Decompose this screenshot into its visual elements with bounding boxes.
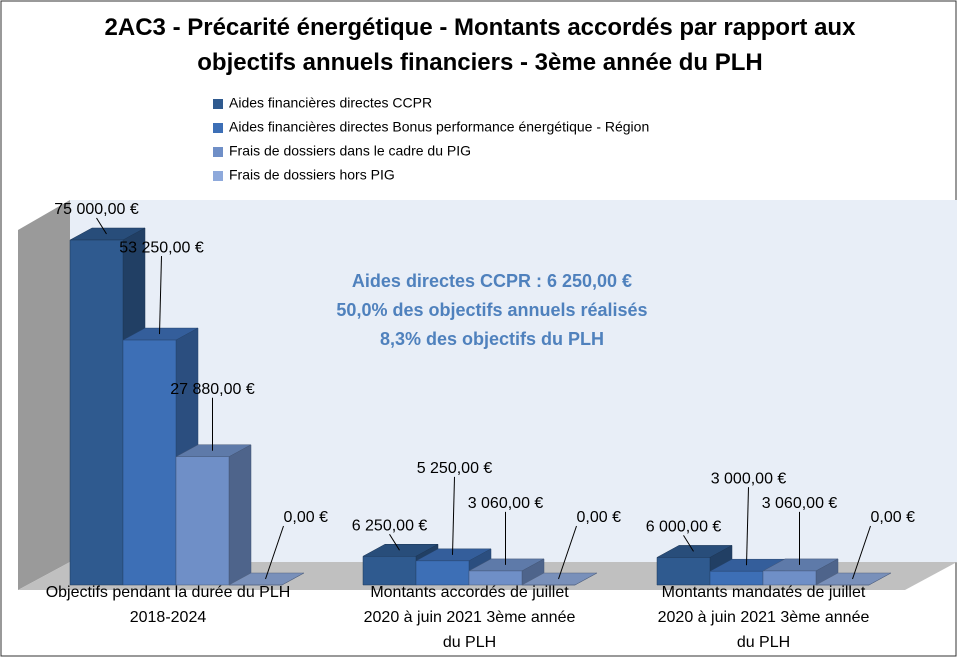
category-label: Montants mandatés de juillet 2020 à juin… (657, 584, 870, 651)
value-label: 0,00 € (284, 509, 329, 526)
bar (362, 543, 439, 586)
bar-face (122, 339, 177, 586)
leader-line (265, 525, 284, 580)
value-label: 0,00 € (871, 509, 916, 526)
bar-face (868, 572, 892, 586)
value-label: 0,00 € (577, 509, 622, 526)
value-label: 75 000,00 € (54, 201, 139, 218)
leader-line (558, 525, 577, 580)
leader-line (746, 487, 749, 566)
bar-face (69, 239, 124, 586)
chart-title: 2AC3 - Précarité énergétique - Montants … (104, 14, 856, 76)
legend-swatch (213, 99, 223, 109)
bar (815, 572, 892, 586)
leader-line (96, 217, 107, 235)
back-wall (70, 200, 957, 562)
value-label: 3 060,00 € (762, 495, 838, 512)
value-label: 27 880,00 € (170, 381, 255, 398)
legend-label: Frais de dossiers dans le cadre du PIG (229, 143, 471, 159)
legend-swatch (213, 147, 223, 157)
leader-line (159, 256, 162, 335)
annotation: 8,3% des objectifs du PLH (380, 329, 604, 349)
bar-face (574, 572, 598, 586)
legend-swatch (213, 123, 223, 133)
category-label: Objectifs pendant la durée du PLH 2018-2… (45, 584, 291, 626)
leader-line (683, 535, 694, 552)
bar-face (228, 444, 252, 586)
legend-swatch (213, 171, 223, 181)
annotation: Aides directes CCPR : 6 250,00 € (352, 271, 632, 291)
value-label: 3 060,00 € (468, 495, 544, 512)
side-wall (18, 200, 70, 590)
bar (468, 558, 545, 586)
value-label: 6 250,00 € (352, 517, 428, 534)
legend-label: Frais de dossiers hors PIG (229, 167, 395, 183)
bar (762, 558, 839, 586)
bar-face (175, 456, 230, 586)
value-label: 53 250,00 € (119, 239, 204, 256)
value-label: 5 250,00 € (417, 460, 493, 477)
leader-line (452, 476, 455, 555)
category-label: Montants accordés de juillet 2020 à juin… (363, 584, 576, 651)
value-label: 6 000,00 € (646, 519, 722, 536)
bar (175, 444, 252, 586)
leader-line (389, 533, 400, 551)
bar (521, 572, 598, 586)
legend-label: Aides financières directes Bonus perform… (229, 119, 649, 135)
legend-label: Aides financières directes CCPR (229, 95, 432, 111)
annotation: 50,0% des objectifs annuels réalisés (336, 300, 647, 320)
bar (228, 572, 305, 586)
value-label: 3 000,00 € (711, 470, 787, 487)
bar-face (281, 572, 305, 586)
leader-line (852, 525, 871, 580)
